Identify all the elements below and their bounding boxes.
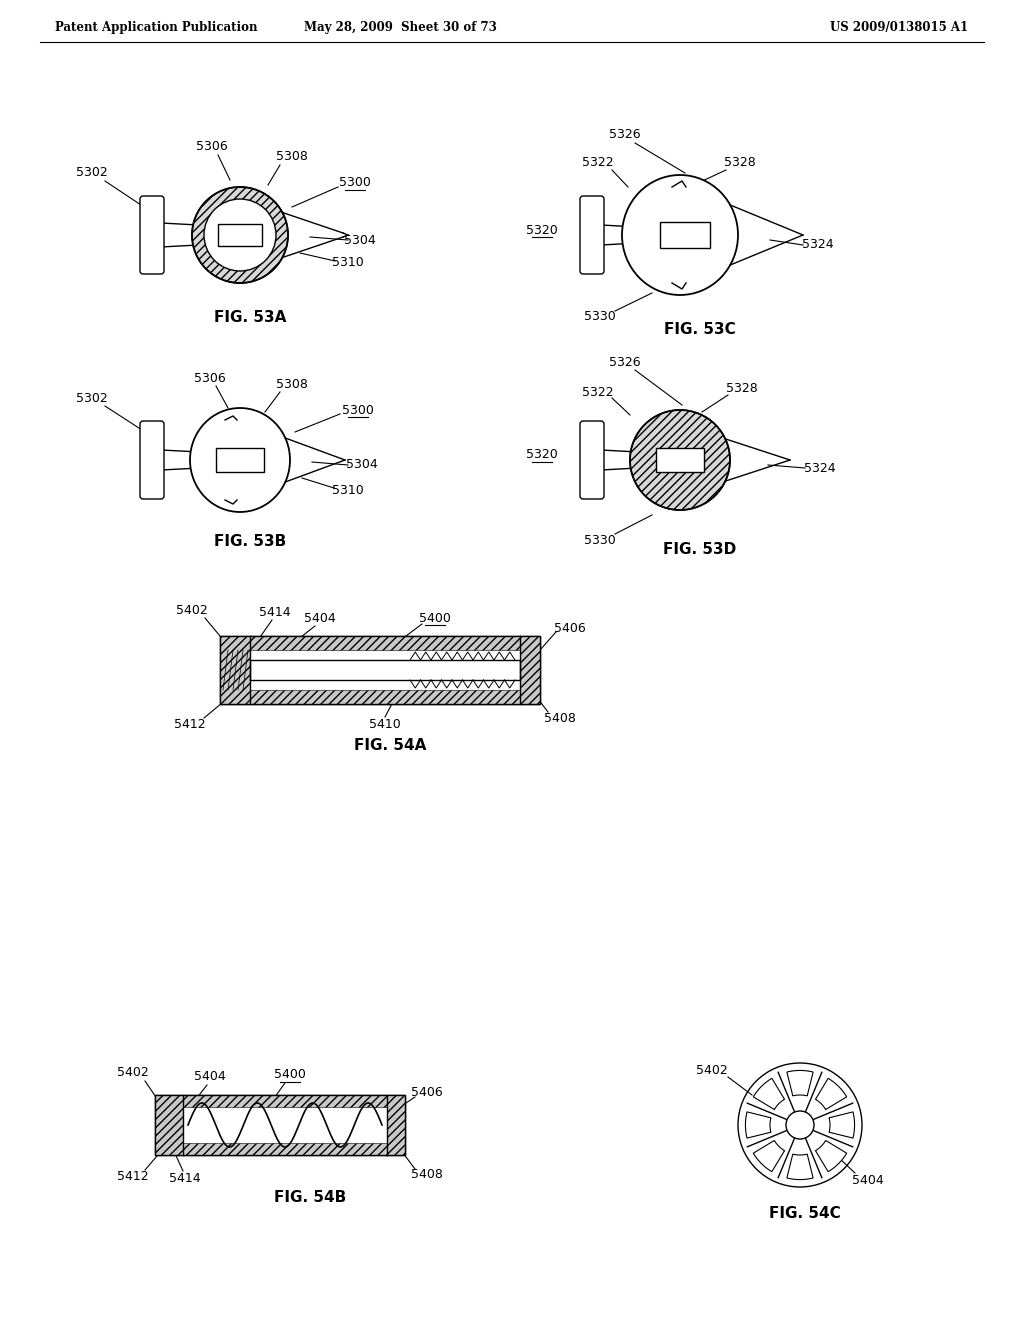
Text: FIG. 53B: FIG. 53B — [214, 535, 286, 549]
Text: 5306: 5306 — [195, 371, 226, 384]
Text: 5328: 5328 — [726, 381, 758, 395]
Text: 5412: 5412 — [174, 718, 206, 731]
Text: 5414: 5414 — [169, 1172, 201, 1185]
Bar — [520, 636, 540, 704]
Polygon shape — [815, 1078, 847, 1110]
Text: 5404: 5404 — [852, 1173, 884, 1187]
Bar — [660, 222, 710, 248]
Polygon shape — [754, 1140, 784, 1172]
Text: 5400: 5400 — [274, 1068, 306, 1081]
Circle shape — [786, 1111, 814, 1139]
Bar — [155, 1143, 406, 1155]
Text: 5310: 5310 — [332, 483, 364, 496]
Text: 5322: 5322 — [583, 385, 613, 399]
Text: 5410: 5410 — [369, 718, 400, 731]
Text: 5328: 5328 — [724, 157, 756, 169]
Text: 5330: 5330 — [584, 533, 615, 546]
Text: 5406: 5406 — [411, 1086, 442, 1100]
Text: 5300: 5300 — [342, 404, 374, 417]
Text: 5326: 5326 — [609, 355, 641, 368]
Text: 5402: 5402 — [176, 603, 208, 616]
Bar — [220, 636, 250, 704]
Polygon shape — [815, 1140, 847, 1172]
Text: 5408: 5408 — [411, 1168, 443, 1181]
FancyBboxPatch shape — [155, 1096, 406, 1155]
Text: 5322: 5322 — [583, 157, 613, 169]
Text: 5310: 5310 — [332, 256, 364, 269]
Text: 5308: 5308 — [276, 379, 308, 392]
Text: 5404: 5404 — [195, 1071, 226, 1084]
Bar — [155, 1096, 406, 1155]
Text: 5320: 5320 — [526, 449, 558, 462]
FancyBboxPatch shape — [220, 636, 540, 704]
Circle shape — [738, 1063, 862, 1187]
Polygon shape — [786, 1154, 813, 1180]
Bar — [387, 1096, 406, 1155]
Text: 5324: 5324 — [802, 239, 834, 252]
Bar — [656, 447, 705, 473]
Text: 5414: 5414 — [259, 606, 291, 619]
Bar — [155, 1096, 406, 1107]
Bar — [220, 636, 540, 704]
Ellipse shape — [622, 176, 738, 294]
Polygon shape — [786, 1071, 813, 1096]
FancyBboxPatch shape — [580, 421, 604, 499]
Circle shape — [193, 187, 288, 282]
Text: Patent Application Publication: Patent Application Publication — [55, 21, 257, 33]
Text: FIG. 53C: FIG. 53C — [665, 322, 736, 338]
Bar — [218, 224, 262, 246]
Text: May 28, 2009  Sheet 30 of 73: May 28, 2009 Sheet 30 of 73 — [303, 21, 497, 33]
Polygon shape — [754, 1078, 784, 1110]
Bar — [155, 1096, 183, 1155]
Text: 5320: 5320 — [526, 223, 558, 236]
Text: 5408: 5408 — [544, 711, 575, 725]
Text: 5304: 5304 — [346, 458, 378, 471]
Text: 5302: 5302 — [76, 392, 108, 404]
Bar — [216, 447, 264, 473]
Text: 5330: 5330 — [584, 310, 615, 323]
Text: 5402: 5402 — [696, 1064, 728, 1077]
Polygon shape — [829, 1111, 855, 1138]
Text: FIG. 53A: FIG. 53A — [214, 309, 286, 325]
Text: 5402: 5402 — [117, 1067, 148, 1080]
Text: 5306: 5306 — [197, 140, 228, 153]
Text: 5406: 5406 — [554, 622, 586, 635]
Ellipse shape — [190, 408, 290, 512]
Circle shape — [204, 199, 276, 271]
Text: 5302: 5302 — [76, 166, 108, 180]
Circle shape — [630, 411, 730, 510]
Text: FIG. 54A: FIG. 54A — [354, 738, 426, 752]
Text: 5304: 5304 — [344, 234, 376, 247]
Text: 5324: 5324 — [804, 462, 836, 474]
Bar — [250, 660, 520, 680]
Text: 5308: 5308 — [276, 150, 308, 164]
FancyBboxPatch shape — [140, 195, 164, 275]
Text: FIG. 53D: FIG. 53D — [664, 543, 736, 557]
Text: FIG. 54B: FIG. 54B — [273, 1189, 346, 1204]
FancyBboxPatch shape — [580, 195, 604, 275]
FancyBboxPatch shape — [140, 421, 164, 499]
Text: US 2009/0138015 A1: US 2009/0138015 A1 — [829, 21, 968, 33]
Text: 5400: 5400 — [419, 611, 451, 624]
Text: 5300: 5300 — [339, 177, 371, 190]
Text: 5326: 5326 — [609, 128, 641, 141]
Text: 5412: 5412 — [117, 1171, 148, 1184]
Text: 5404: 5404 — [304, 611, 336, 624]
Bar — [220, 636, 540, 649]
Text: FIG. 54C: FIG. 54C — [769, 1205, 841, 1221]
Bar — [220, 690, 540, 704]
Polygon shape — [745, 1111, 771, 1138]
